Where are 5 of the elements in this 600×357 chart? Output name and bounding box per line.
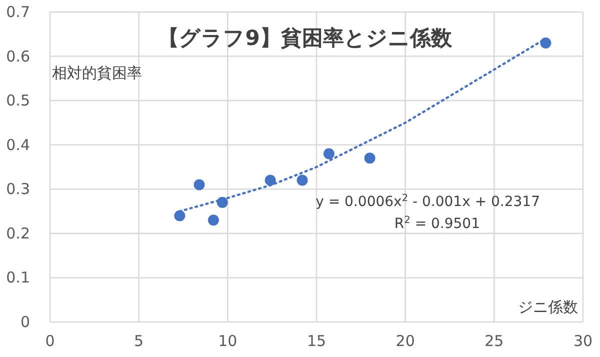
title: 【グラフ9】貧困率とジニ係数 (158, 26, 452, 50)
annotation: R$^{2}$ = 0.9501 (394, 214, 480, 232)
ylabel: 相対的貧困率 (52, 64, 142, 82)
xlabel: ジニ係数 (518, 298, 578, 316)
annotation: y = 0.0006x$^{2}$ - 0.001x + 0.2317 (316, 192, 540, 210)
